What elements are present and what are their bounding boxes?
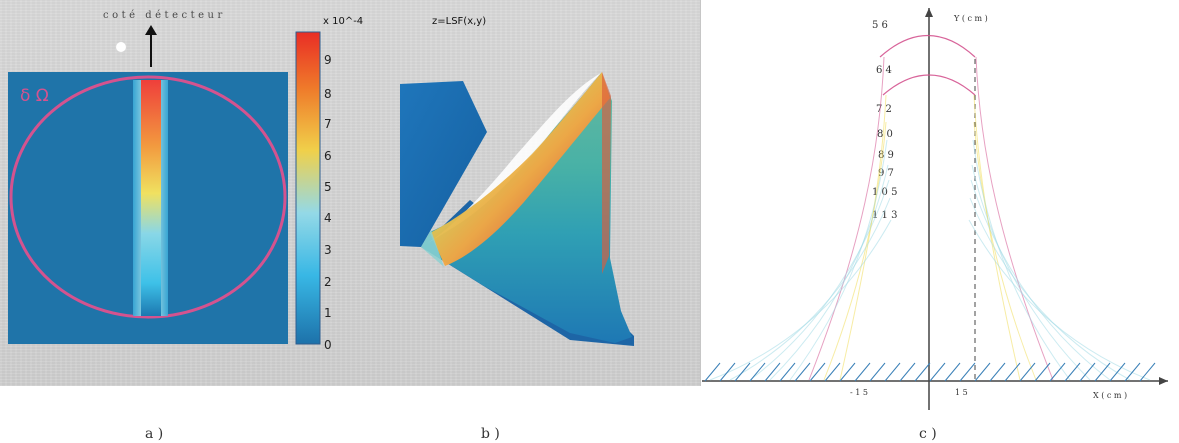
colorbar-tick-8: 8	[324, 87, 332, 101]
y-tick-89: 8 9	[878, 150, 894, 161]
colorbar-tick-5: 5	[324, 180, 332, 194]
heatmap-stripe-core	[141, 80, 161, 316]
surface-highlight	[423, 73, 601, 246]
y-tick-113: 1 1 3	[872, 210, 897, 221]
colorbar-exponent: x 10^-4	[323, 16, 363, 27]
detector-side-title: coté détecteur	[103, 10, 226, 21]
surface-front-notch	[421, 230, 444, 267]
surface-lower-body	[421, 73, 632, 343]
caption-c: c )	[919, 426, 937, 442]
lower-arc	[882, 74, 976, 96]
surface-left-wall	[400, 81, 487, 247]
detector-dot	[116, 42, 126, 52]
x-axis-label: X ( c m )	[1093, 391, 1127, 400]
colorbar-tick-2: 2	[324, 275, 332, 289]
colorbar-tick-1: 1	[324, 306, 332, 320]
colorbar-tick-4: 4	[324, 211, 332, 225]
colorbar-tick-9: 9	[324, 53, 332, 67]
ground-hatching	[704, 362, 1156, 382]
y-axis-arrow	[925, 8, 933, 17]
x-axis-arrow	[1159, 377, 1168, 385]
ray-fan	[709, 56, 1151, 381]
colorbar-tick-7: 7	[324, 117, 332, 131]
colorbar-tick-6: 6	[324, 149, 332, 163]
surface-ridge	[430, 72, 610, 266]
y-tick-56: 5 6	[872, 20, 888, 31]
detector-arrow-head	[145, 25, 157, 35]
upper-arc	[879, 35, 976, 58]
x-tick-15: 1 5	[955, 388, 968, 397]
surface-title: z=LSF(x,y)	[432, 16, 486, 27]
y-axis-label: Y ( c m )	[953, 14, 988, 23]
boundary-ellipse	[9, 75, 287, 319]
delta-omega-label: δ Ω	[20, 86, 49, 106]
x-tick-minus-15: - 1 5	[850, 388, 868, 397]
surface-right-edge	[602, 72, 611, 274]
y-tick-72: 7 2	[876, 104, 892, 115]
left-figure-graphics: coté détecteur δ Ω x 10^-4 9 8 7 6 5 4 3…	[8, 10, 634, 442]
colorbar	[295, 31, 321, 345]
caption-b: b )	[481, 426, 500, 442]
colorbar-tick-3: 3	[324, 243, 332, 257]
caption-a: a )	[145, 426, 163, 442]
y-tick-64: 6 4	[876, 65, 892, 76]
colorbar-tick-0: 0	[324, 338, 332, 352]
